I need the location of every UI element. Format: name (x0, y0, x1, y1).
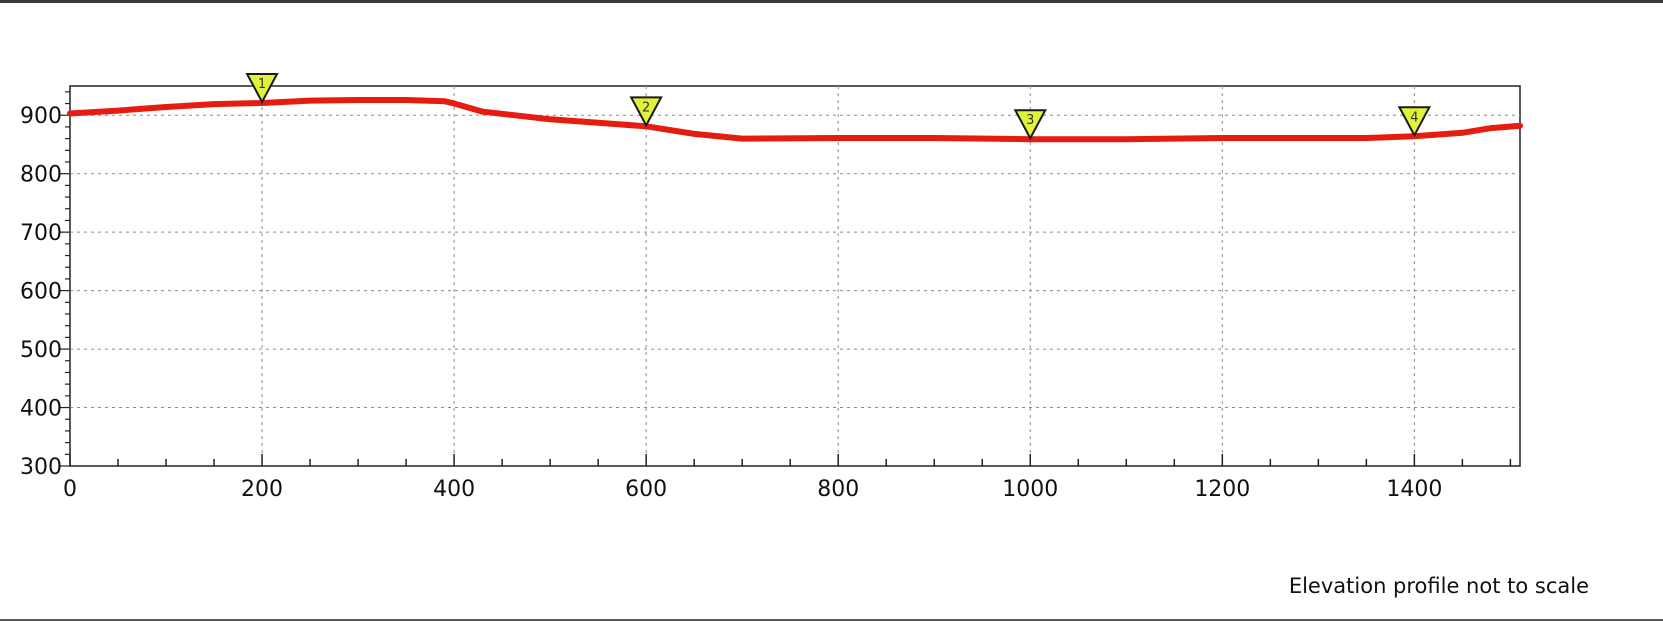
waypoint-marker-label: 1 (258, 77, 266, 92)
waypoint-marker-label: 4 (1410, 110, 1418, 125)
waypoint-marker-label: 2 (642, 100, 650, 115)
x-tick-label: 800 (817, 477, 859, 502)
x-tick-label: 0 (63, 477, 77, 502)
y-tick-label: 700 (20, 221, 62, 246)
plot-area (69, 85, 1521, 467)
y-tick-label: 900 (20, 104, 62, 129)
scale-note: Elevation profile not to scale (1288, 574, 1589, 598)
x-tick-label: 1200 (1194, 477, 1250, 502)
waypoint-marker-icon (1397, 106, 1432, 138)
waypoint-marker-icon (629, 96, 663, 128)
x-tick-label: 1000 (1002, 477, 1058, 502)
y-tick-label: 400 (20, 397, 62, 422)
waypoint-marker-icon (245, 72, 279, 105)
x-tick-label: 600 (625, 477, 667, 502)
elevation-line (67, 97, 1523, 143)
y-tick-label: 300 (20, 455, 62, 480)
y-tick-label: 600 (20, 280, 62, 305)
waypoint-marker-label: 3 (1026, 113, 1034, 128)
waypoint-marker-icon (1013, 109, 1047, 141)
x-tick-label: 200 (241, 477, 283, 502)
y-tick-label: 800 (20, 163, 62, 188)
x-tick-label: 1400 (1386, 477, 1442, 502)
bottom-border (0, 619, 1663, 621)
x-tick-label: 400 (433, 477, 475, 502)
top-border (0, 0, 1663, 3)
y-tick-label: 500 (20, 338, 62, 363)
